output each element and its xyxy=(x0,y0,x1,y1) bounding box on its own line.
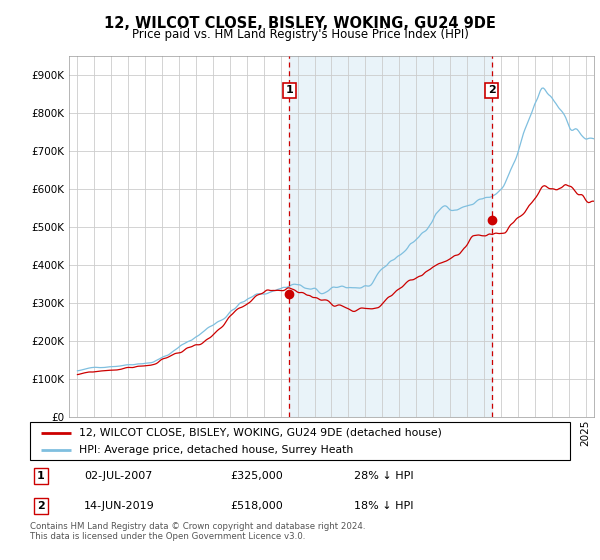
Bar xyxy=(289,56,491,417)
Text: 12, WILCOT CLOSE, BISLEY, WOKING, GU24 9DE (detached house): 12, WILCOT CLOSE, BISLEY, WOKING, GU24 9… xyxy=(79,427,442,437)
Text: 2: 2 xyxy=(488,85,496,95)
Text: 12, WILCOT CLOSE, BISLEY, WOKING, GU24 9DE: 12, WILCOT CLOSE, BISLEY, WOKING, GU24 9… xyxy=(104,16,496,31)
Text: 1: 1 xyxy=(285,85,293,95)
Text: £325,000: £325,000 xyxy=(230,471,283,481)
Text: 18% ↓ HPI: 18% ↓ HPI xyxy=(354,501,413,511)
Text: 2: 2 xyxy=(37,501,44,511)
FancyBboxPatch shape xyxy=(30,422,570,460)
Text: HPI: Average price, detached house, Surrey Heath: HPI: Average price, detached house, Surr… xyxy=(79,445,353,455)
Text: 02-JUL-2007: 02-JUL-2007 xyxy=(84,471,152,481)
Text: 28% ↓ HPI: 28% ↓ HPI xyxy=(354,471,413,481)
Text: 1: 1 xyxy=(37,471,44,481)
Text: Price paid vs. HM Land Registry's House Price Index (HPI): Price paid vs. HM Land Registry's House … xyxy=(131,28,469,41)
Text: 14-JUN-2019: 14-JUN-2019 xyxy=(84,501,155,511)
Text: Contains HM Land Registry data © Crown copyright and database right 2024.
This d: Contains HM Land Registry data © Crown c… xyxy=(30,522,365,542)
Text: £518,000: £518,000 xyxy=(230,501,283,511)
